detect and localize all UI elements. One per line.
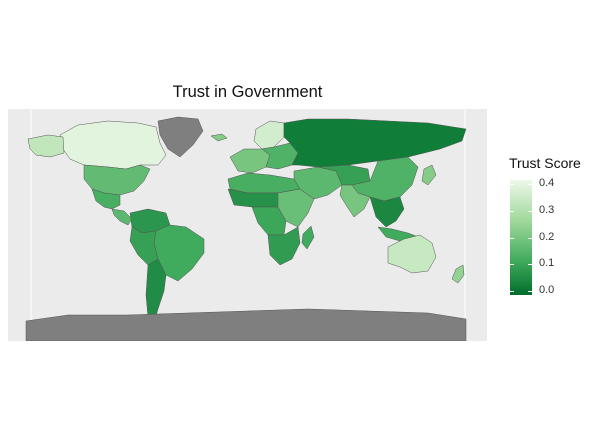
legend-tick-label: 0.3 — [539, 203, 555, 216]
region-peru-bolivia — [129, 226, 159, 266]
region-southern-africa — [267, 226, 301, 266]
legend-tick-label: 0.2 — [539, 230, 555, 243]
chart-title: Trust in Government — [172, 83, 323, 101]
region-iceland — [210, 133, 228, 142]
legend-title: Trust Score — [509, 155, 581, 171]
region-india — [339, 184, 371, 218]
region-united-states — [83, 164, 151, 196]
region-japan — [421, 164, 437, 186]
region-northern-europe — [253, 120, 285, 150]
region-greenland — [157, 116, 204, 158]
region-western-europe — [229, 148, 271, 174]
region-madagascar — [301, 225, 315, 250]
region-new-zealand — [451, 264, 465, 284]
world-map — [25, 109, 467, 341]
region-antarctica — [25, 308, 467, 341]
legend-colorbar — [510, 180, 532, 295]
region-southeast-asia — [369, 196, 405, 228]
region-russia — [283, 118, 467, 168]
map-panel — [8, 109, 487, 341]
region-alaska — [27, 134, 65, 158]
region-central-america — [111, 208, 133, 226]
region-canada — [59, 120, 167, 170]
legend-tick-label: 0.4 — [539, 177, 555, 189]
legend-tick-label: 0.1 — [539, 257, 555, 270]
region-north-africa — [227, 172, 301, 194]
region-mexico — [91, 188, 121, 210]
region-australia — [387, 234, 437, 274]
region-argentina-chile — [145, 258, 167, 324]
legend-tick-label: 0.0 — [539, 284, 555, 296]
